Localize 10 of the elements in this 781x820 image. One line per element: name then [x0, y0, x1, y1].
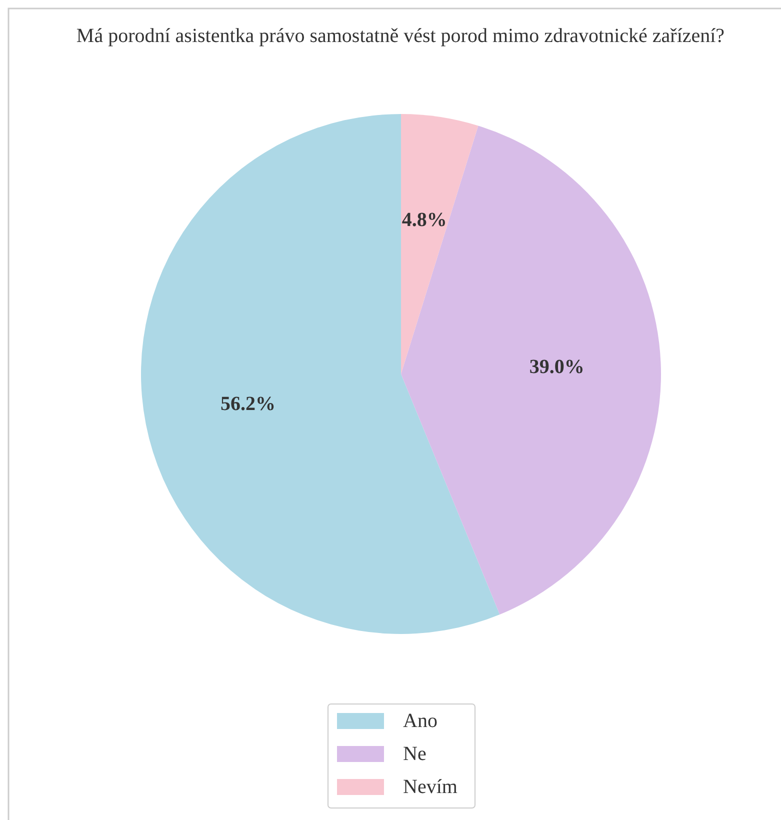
data-label: 4.8% [402, 208, 447, 231]
pie-slice [141, 114, 500, 634]
legend-label: Ne [403, 743, 426, 765]
pie-slice [401, 114, 478, 374]
chart-title: Má porodní asistentka právo samostatně vést porod mimo zdravotnické zařízení? [76, 25, 725, 47]
data-label: 56.2% [220, 393, 276, 416]
legend-label: Ano [403, 710, 438, 732]
pie-slice [401, 126, 661, 615]
data-label: 39.0% [529, 356, 584, 378]
legend-label: Nevím [403, 776, 458, 798]
